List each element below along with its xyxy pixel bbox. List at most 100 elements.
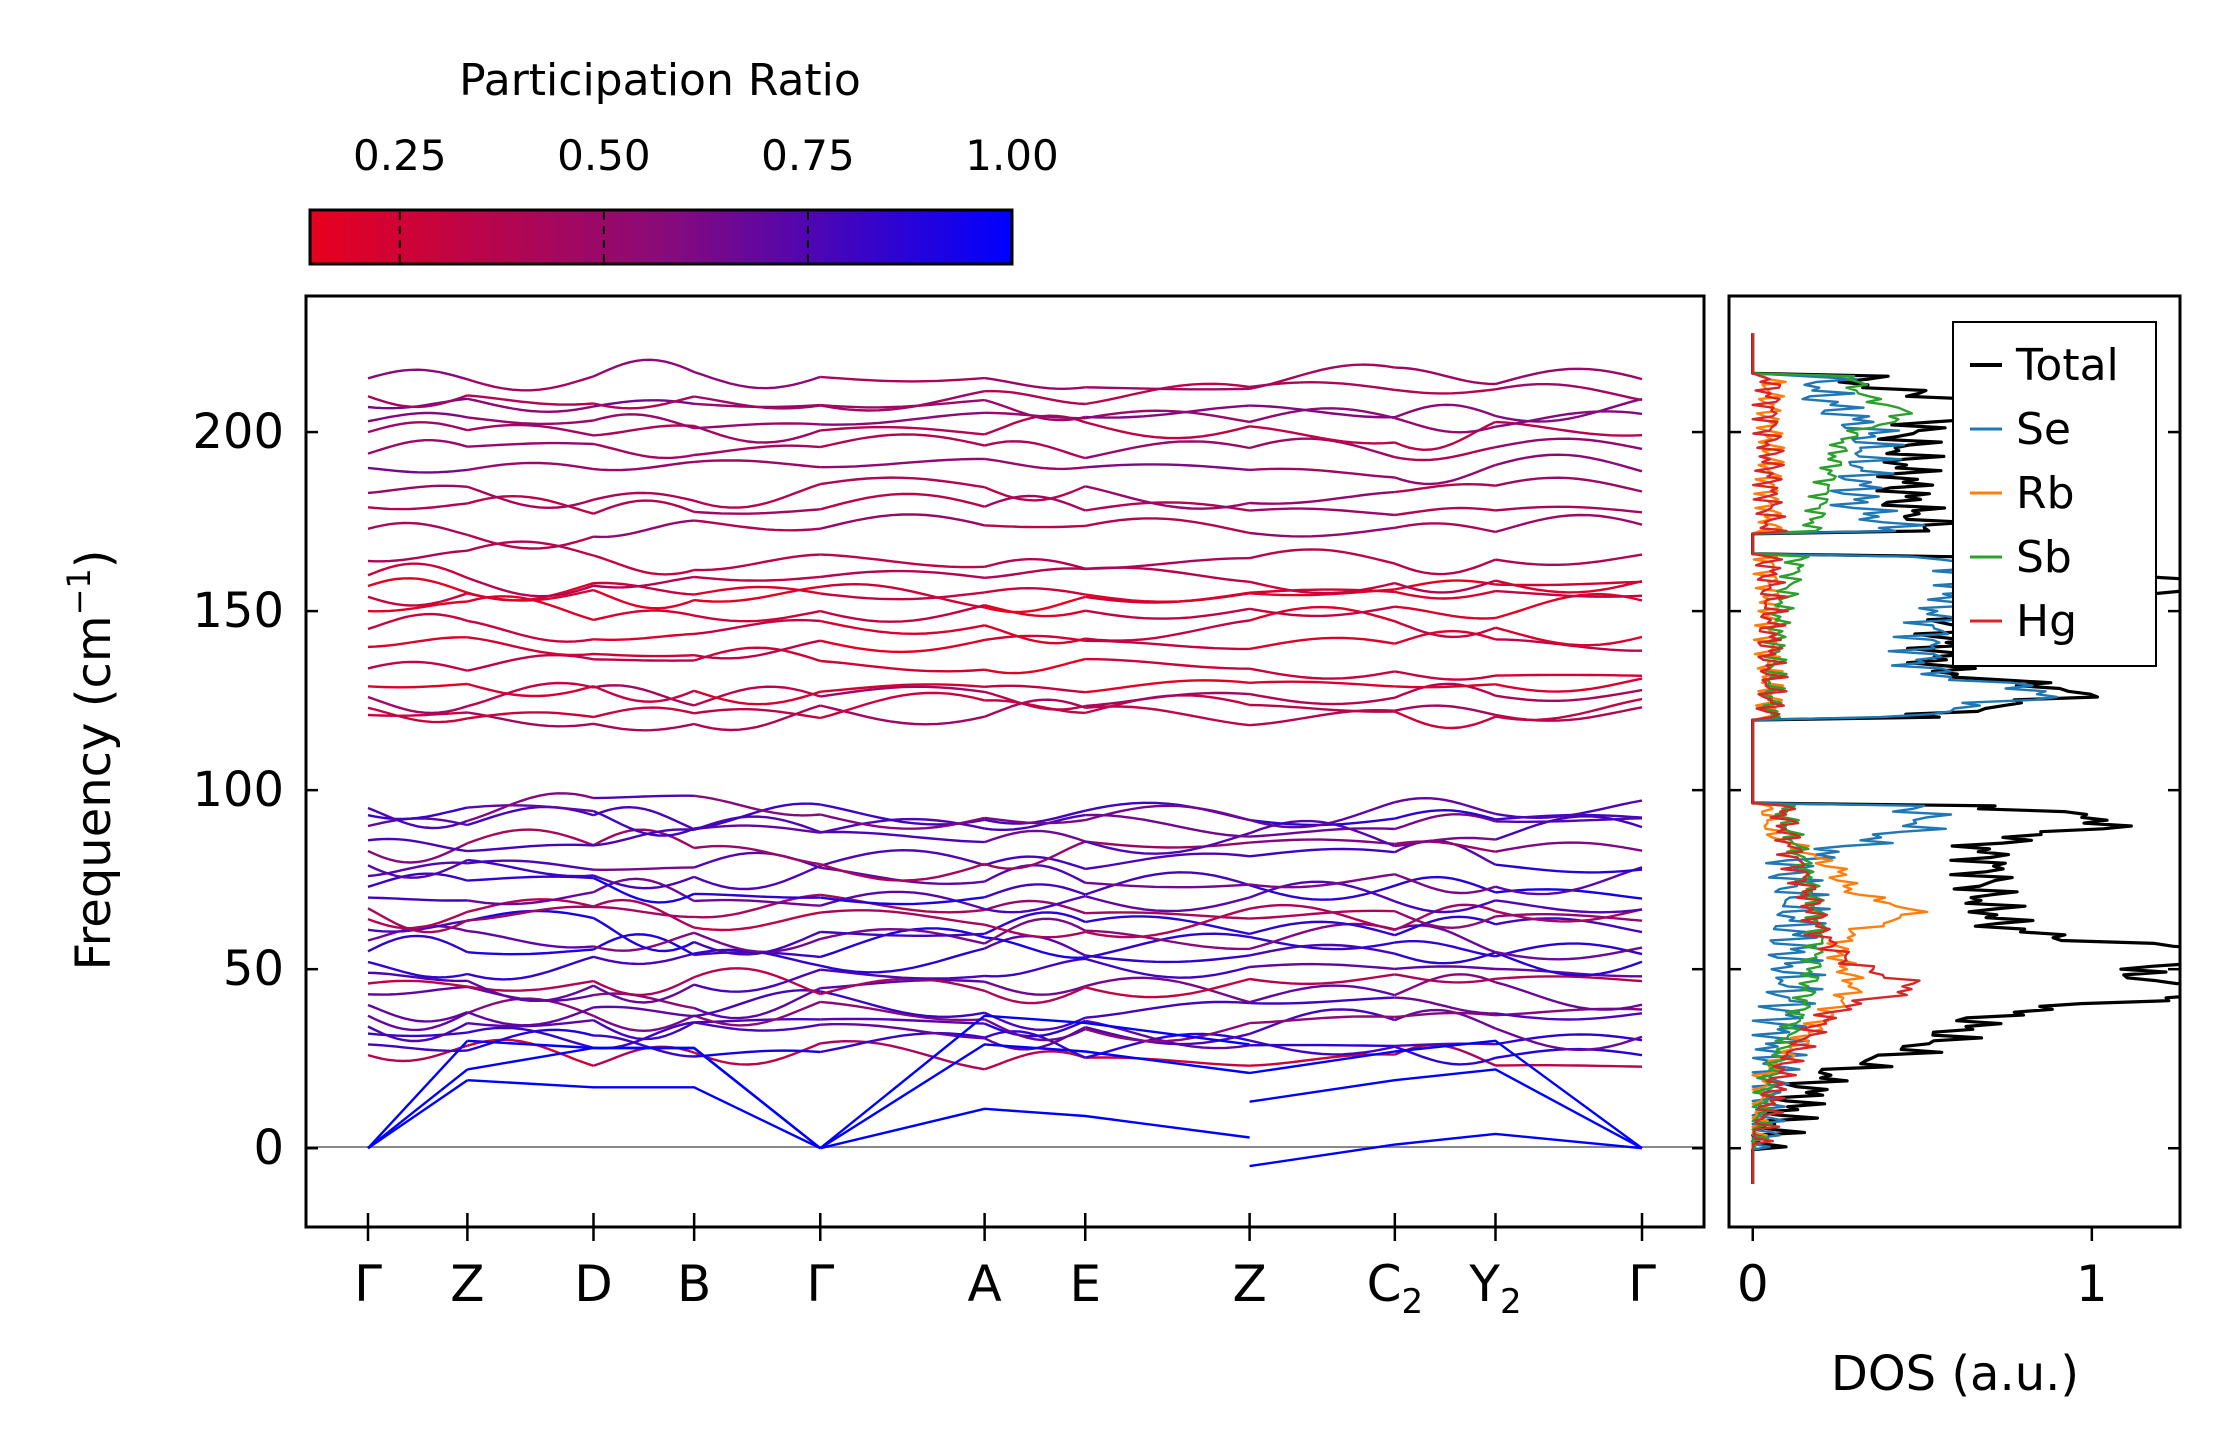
band-37-segment-8 [1394,506,1496,517]
band-36-segment-8 [1394,522,1496,534]
band-0-segment-9 [1495,1064,1643,1068]
band-14-segment-5 [984,899,1086,915]
band-30-segment-1 [467,619,594,643]
band-18-segment-9 [1495,863,1643,874]
band-21-segment-6 [1085,813,1250,838]
band-45-segment-3 [693,370,821,390]
band-19-segment-9 [1495,841,1643,853]
band-38-segment-6 [1085,485,1250,510]
band-16-segment-7 [1249,884,1396,901]
band-33-segment-3 [693,585,821,596]
band-15-segment-6 [1084,895,1250,913]
band-3-segment-3 [693,1021,821,1032]
band-6-segment-8 [1394,973,1496,997]
band-45-segment-7 [1249,363,1395,390]
band-25-segment-9 [1495,697,1643,722]
band-32-segment-8 [1394,589,1496,600]
band-40-segment-7 [1249,437,1396,459]
band-0-segment-7 [1249,1053,1395,1067]
band-37-segment-2 [593,499,695,515]
band-axes: 0 50 100 150 200 Γ Z D B Γ A E Z C2 Y2 Γ [192,404,1704,1322]
band-38-segment-5 [984,485,1086,502]
band-27-segment-4 [820,683,985,693]
colorbar-label: Participation Ratio [459,55,861,106]
k-label-4: Γ [806,1255,834,1313]
band-8-segment-1 [466,979,594,1002]
band-6-segment-7 [1249,984,1396,1004]
acoustic-branch-2-part-3 [1249,1039,1643,1150]
band-31-segment-5 [984,604,1086,618]
band-23-segment-5 [984,816,1086,825]
band-30-segment-3 [693,618,821,636]
band-44-segment-9 [1495,383,1643,402]
band-0-segment-6 [1085,1056,1250,1067]
band-7-segment-9 [1495,975,1643,983]
band-12-segment-5 [984,911,1086,935]
band-28-segment-8 [1394,670,1496,681]
band-26-segment-6 [1085,691,1250,708]
legend-label-total: Total [2015,340,2119,391]
band-24-segment-0 [367,711,468,718]
band-28-segment-4 [820,659,985,673]
acoustic-branch-1-part-0 [367,1068,469,1150]
band-33-segment-0 [367,577,468,594]
band-19-segment-8 [1394,840,1496,853]
band-0-segment-4 [820,1039,985,1071]
band-20-segment-3 [693,815,821,834]
colorbar-tick-label-3: 1.00 [965,131,1059,180]
band-34-segment-3 [693,575,821,582]
band-23-segment-9 [1495,799,1643,820]
band-44-segment-6 [1085,382,1250,406]
band-33-segment-1 [467,582,594,602]
band-37-segment-3 [694,508,821,515]
band-41-segment-9 [1495,420,1643,437]
band-42-segment-2 [593,413,695,430]
band-4-segment-4 [820,1000,985,1022]
band-36-segment-6 [1085,517,1250,535]
band-28-segment-1 [467,653,594,672]
band-19-segment-5 [984,840,1086,870]
band-30-segment-8 [1394,620,1496,639]
band-3-segment-2 [592,1019,695,1041]
band-8-segment-8 [1394,965,1496,971]
band-10-segment-0 [367,934,468,954]
band-29-segment-2 [593,652,695,658]
band-6-segment-3 [693,987,821,1020]
band-7-segment-7 [1249,973,1395,985]
band-9-segment-0 [367,960,468,979]
band-19-segment-2 [592,828,695,850]
band-35-segment-2 [593,554,695,576]
band-30-segment-2 [593,632,695,641]
band-3-segment-8 [1394,1008,1496,1030]
band-27-segment-7 [1249,680,1395,688]
band-19-segment-0 [367,842,468,864]
band-11-segment-5 [984,917,1086,945]
band-40-segment-4 [820,433,985,449]
dos-x-tick-label-0: 0 [1737,1255,1769,1313]
band-6-segment-9 [1495,981,1643,1011]
band-5-segment-4 [820,990,985,1019]
band-19-segment-1 [466,828,594,847]
band-26-segment-0 [367,695,468,715]
band-5-segment-9 [1495,1012,1643,1021]
band-36-segment-7 [1249,526,1395,538]
y-tick-label-2: 100 [192,762,284,818]
band-27-segment-8 [1394,683,1496,689]
band-4-segment-5 [984,1018,1086,1042]
band-43-segment-4 [820,398,985,409]
band-25-segment-7 [1249,703,1395,713]
band-24-segment-2 [593,722,695,732]
band-35-segment-1 [467,540,594,557]
band-40-segment-8 [1394,446,1496,462]
band-40-segment-5 [984,440,1086,460]
band-42-segment-1 [467,416,594,426]
band-31-segment-4 [820,604,985,623]
band-45-segment-9 [1495,367,1643,386]
band-37-segment-9 [1495,505,1643,514]
band-18-segment-7 [1249,847,1395,858]
band-40-segment-2 [593,442,695,460]
band-15-segment-5 [984,895,1086,914]
band-18-segment-0 [367,859,468,879]
band-13-segment-5 [984,923,1086,939]
band-30-segment-5 [984,624,1086,645]
